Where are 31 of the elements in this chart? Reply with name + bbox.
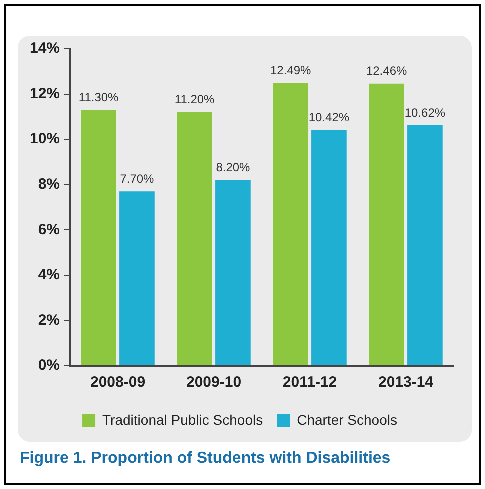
y-tick-label: 14% — [30, 40, 60, 58]
y-tick-label: 2% — [38, 312, 60, 329]
legend-label: Charter Schools — [297, 412, 398, 428]
data-label: 12.46% — [366, 64, 408, 78]
x-tick-label: 2011-12 — [282, 374, 338, 392]
y-tick-label: 0% — [38, 357, 60, 374]
x-tick-label: 2009-10 — [186, 374, 242, 392]
bar — [216, 180, 251, 366]
bar — [177, 112, 212, 366]
data-label: 12.49% — [270, 64, 312, 78]
bar — [273, 83, 308, 366]
legend-label: Traditional Public Schools — [102, 412, 264, 428]
y-tick-label: 6% — [38, 221, 60, 238]
data-label: 7.70% — [120, 172, 155, 186]
y-tick-label: 12% — [30, 85, 60, 102]
x-tick-label: 2008-09 — [90, 374, 146, 392]
text: Figure 1. Proportion of Students with Disabilities — [20, 450, 391, 468]
bar — [81, 110, 116, 366]
data-label: 10.42% — [308, 110, 350, 124]
bar — [312, 130, 347, 366]
data-label: 11.20% — [174, 92, 216, 107]
data-label: 8.20% — [216, 160, 251, 175]
y-tick-label: 8% — [38, 176, 60, 193]
bar — [120, 192, 155, 366]
data-label: 11.30% — [78, 90, 120, 104]
bar — [408, 126, 443, 366]
y-tick-label: 4% — [38, 266, 60, 284]
x-tick-label: 2013-14 — [378, 374, 434, 392]
y-tick-label: 10% — [30, 130, 60, 148]
bar — [369, 84, 404, 366]
data-label: 10.62% — [404, 106, 446, 120]
